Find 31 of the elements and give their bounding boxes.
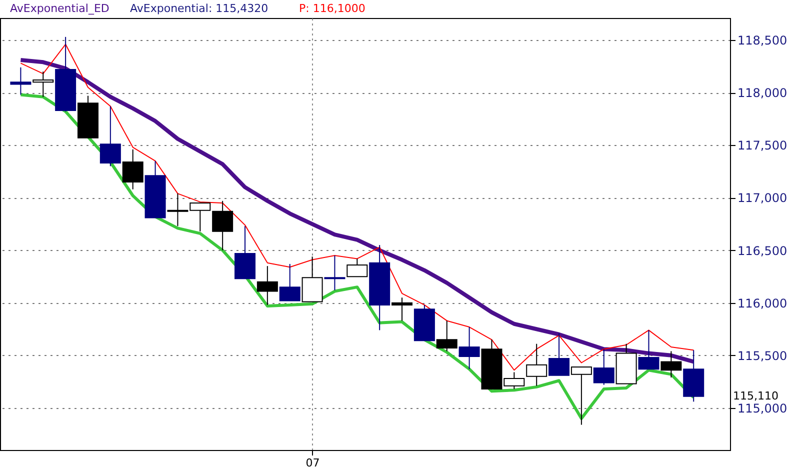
x-tick-label: 07 — [306, 456, 320, 470]
candlestick — [458, 326, 480, 370]
candlestick — [256, 266, 278, 306]
candlestick — [279, 263, 300, 302]
candlestick — [638, 330, 660, 370]
candlestick — [212, 200, 234, 251]
candlestick — [100, 106, 121, 167]
text: 115,110 — [733, 389, 778, 402]
y-tick-label: 117,500 — [738, 138, 788, 153]
y-tick-label: 116,500 — [738, 244, 788, 258]
text: P: 116,1000 — [299, 2, 366, 15]
y-tick-label: 117,000 — [738, 191, 788, 206]
y-tick-label: 115,500 — [738, 348, 788, 363]
candlestick — [548, 332, 570, 376]
candlestick — [570, 366, 592, 426]
candlestick — [32, 71, 54, 98]
candlestick — [122, 148, 144, 190]
candlestick — [346, 258, 368, 278]
candlestick — [660, 350, 682, 378]
candlestick — [526, 343, 548, 386]
candlestick — [392, 297, 413, 322]
y-tick-label: 118,500 — [738, 34, 788, 48]
candlestick — [324, 255, 346, 291]
candlestick — [593, 348, 614, 386]
text: AvExponential: 115,4320 — [130, 2, 268, 15]
candlestick — [10, 66, 32, 96]
candlestick — [436, 320, 458, 352]
y-tick-label: 118,000 — [738, 86, 788, 100]
text: AvExponential_ED — [10, 2, 110, 15]
y-tick-label: 115,000 — [738, 401, 788, 416]
y-tick-label: 116,000 — [738, 296, 788, 310]
